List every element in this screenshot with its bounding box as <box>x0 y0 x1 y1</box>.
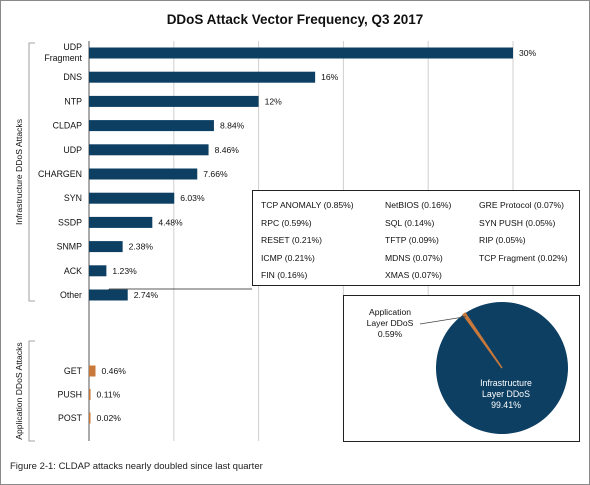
pie-slice-application <box>462 312 503 369</box>
bar <box>89 120 214 132</box>
category-label: Fragment <box>44 53 82 63</box>
pie-label-application: Layer DDoS <box>367 318 414 328</box>
other-vector-item: TCP Fragment (0.02%) <box>479 252 568 263</box>
group-label: Infrastructure DDoS Attacks <box>14 119 24 225</box>
other-vector-item: TFTP (0.09%) <box>385 235 439 245</box>
category-label: SSDP <box>58 217 82 227</box>
value-label: 2.74% <box>134 290 159 300</box>
bar <box>89 168 198 180</box>
group-label: Application DDoS Attacks <box>14 342 24 439</box>
bar <box>89 265 107 277</box>
value-label: 0.02% <box>97 413 122 423</box>
category-label: CHARGEN <box>38 169 82 179</box>
value-label: 8.46% <box>215 145 240 155</box>
value-label: 16% <box>321 72 339 82</box>
other-vector-item: GRE Protocol (0.07%) <box>479 200 565 210</box>
bar <box>89 412 91 424</box>
other-vector-item: NetBIOS (0.16%) <box>385 200 452 210</box>
other-vector-item: ICMP (0.21%) <box>261 252 315 263</box>
bar <box>89 71 316 83</box>
bar <box>89 192 175 204</box>
other-vector-item: RPC (0.59%) <box>261 217 312 228</box>
value-label: 12% <box>265 96 283 106</box>
category-label: SYN <box>64 193 82 203</box>
category-label: UDP <box>63 42 82 52</box>
bar <box>89 95 259 107</box>
other-vector-item: XMAS (0.07%) <box>385 270 442 280</box>
bar <box>89 365 96 377</box>
other-vector-item: RIP (0.05%) <box>479 235 526 245</box>
pie-leader-line <box>419 316 467 325</box>
pie-chart-box: Infrastructure Layer DDoS 99.41% Applicatio… <box>343 295 580 442</box>
category-label: GET <box>64 366 83 376</box>
pie-label-application: Application <box>369 307 411 317</box>
value-label: 2.38% <box>129 242 154 252</box>
category-label: DNS <box>63 72 82 82</box>
category-label: ACK <box>64 266 82 276</box>
figure-caption: Figure 2-1: CLDAP attacks nearly doubled… <box>10 461 263 472</box>
group-bracket <box>28 42 35 302</box>
other-vector-item: RESET (0.21%) <box>261 235 322 245</box>
value-label: 30% <box>519 48 537 58</box>
category-label: POST <box>58 413 83 423</box>
chart-title: DDoS Attack Vector Frequency, Q3 2017 <box>167 12 424 27</box>
category-label: UDP <box>63 145 82 155</box>
value-label: 8.84% <box>220 121 245 131</box>
other-vector-item: SYN PUSH (0.05%) <box>479 217 556 228</box>
bar <box>89 47 513 59</box>
bar <box>89 144 209 156</box>
value-label: 7.66% <box>203 169 228 179</box>
value-label: 1.23% <box>112 266 137 276</box>
category-label: Other <box>60 290 82 300</box>
category-label: PUSH <box>58 390 82 400</box>
pie-label-infrastructure: Layer DDoS <box>482 389 530 399</box>
value-label: 6.03% <box>180 193 205 203</box>
other-vector-item: FIN (0.16%) <box>261 270 308 280</box>
pie-label-application: 0.59% <box>378 329 403 339</box>
bar <box>89 289 128 301</box>
value-label: 0.46% <box>102 366 127 376</box>
other-vector-item: TCP ANOMALY (0.85%) <box>261 200 354 210</box>
value-label: 4.48% <box>158 217 183 227</box>
category-label: NTP <box>64 96 82 106</box>
pie-label-infrastructure: 99.41% <box>491 400 521 410</box>
bar <box>89 216 153 228</box>
category-label: SNMP <box>57 242 83 252</box>
group-labels: Infrastructure DDoS Attacks Application D… <box>14 42 35 442</box>
pie-label-infrastructure: Infrastructure <box>480 378 532 388</box>
other-vector-item: SQL (0.14%) <box>385 217 435 228</box>
value-label: 0.11% <box>97 390 121 400</box>
other-vector-item: MDNS (0.07%) <box>385 252 443 263</box>
bar <box>89 241 123 253</box>
bar <box>89 389 91 400</box>
other-vectors-box: TCP ANOMALY (0.85%) NetBIOS (0.16%) GRE Pr… <box>252 190 580 286</box>
group-bracket <box>28 340 35 442</box>
category-label: CLDAP <box>53 121 82 131</box>
